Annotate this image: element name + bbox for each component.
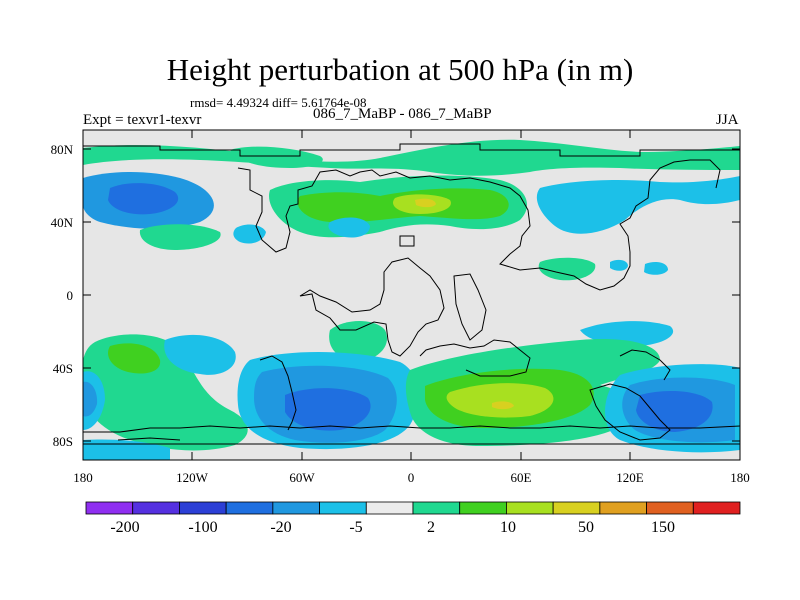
colorbar-label: -5 — [349, 519, 362, 536]
colorbar-label: 10 — [500, 519, 516, 536]
lon-tick-label: 60E — [511, 470, 532, 485]
contour-region — [285, 388, 371, 431]
stats-text: rmsd= 4.49324 diff= 5.61764e-08 — [190, 95, 367, 110]
lat-tick-label: 80N — [51, 142, 74, 157]
colorbar-box — [225, 501, 274, 515]
contour-region — [108, 183, 179, 215]
lat-tick-label: 40N — [51, 215, 74, 230]
colorbar-label: 2 — [427, 519, 435, 536]
lat-tick-label: 80S — [53, 434, 73, 449]
lon-tick-label: 120W — [176, 470, 209, 485]
colorbar-box — [132, 501, 180, 515]
colorbar-box — [599, 501, 647, 515]
contour-region — [538, 257, 596, 281]
experiment-label: Expt = texvr1-texvr — [83, 112, 202, 128]
colorbar-box — [179, 501, 227, 515]
lon-tick-label: 60W — [289, 470, 315, 485]
contour-region — [139, 224, 221, 250]
colorbar-label: -200 — [110, 519, 139, 536]
contour-region — [329, 321, 388, 362]
contour-region — [636, 390, 713, 432]
lat-tick-label: 0 — [67, 288, 74, 303]
contour-region — [446, 383, 554, 418]
lon-tick-label: 180 — [73, 470, 93, 485]
colorbar-box — [552, 501, 601, 515]
longitude-labels: 180 120W 60W 0 60E 120E 180 — [73, 470, 750, 485]
colorbar-box — [412, 501, 461, 515]
contour-region — [415, 198, 436, 208]
contour-region — [83, 381, 98, 417]
contour-fields — [83, 139, 740, 460]
lon-tick-label: 120E — [616, 470, 644, 485]
run-label: 086_7_MaBP - 086_7_MaBP — [313, 106, 492, 122]
contour-region — [83, 439, 170, 460]
colorbar-box — [85, 501, 134, 515]
lon-tick-label: 0 — [408, 470, 415, 485]
colorbar-labels: -200 -100 -20 -5 2 10 50 150 — [110, 519, 675, 536]
plot-title: Height perturbation at 500 hPa (in m) — [166, 52, 634, 87]
contour-region — [83, 139, 740, 176]
contour-region — [164, 334, 236, 375]
colorbar-box — [272, 501, 320, 515]
colorbar-box — [646, 501, 694, 515]
colorbar-box — [365, 501, 414, 515]
contour-region — [610, 259, 628, 271]
colorbar-box — [319, 501, 367, 515]
colorbar-box — [459, 501, 507, 515]
colorbar-label: 50 — [578, 519, 594, 536]
contour-region — [108, 343, 161, 374]
axis-ticks — [83, 130, 740, 460]
contour-region — [492, 401, 514, 410]
lat-tick-label: 40S — [53, 361, 73, 376]
colorbar-box — [692, 501, 741, 515]
colorbar-label: 150 — [651, 519, 675, 536]
colorbar — [85, 501, 741, 515]
contour-region — [328, 217, 370, 238]
colorbar-label: -100 — [188, 519, 217, 536]
latitude-labels: 80N 40N 0 40S 80S — [51, 142, 74, 449]
colorbar-label: -20 — [270, 519, 291, 536]
coastlines — [83, 143, 740, 445]
lon-tick-label: 180 — [730, 470, 750, 485]
contour-region — [644, 262, 668, 275]
season-label: JJA — [716, 112, 739, 128]
colorbar-box — [506, 501, 554, 515]
